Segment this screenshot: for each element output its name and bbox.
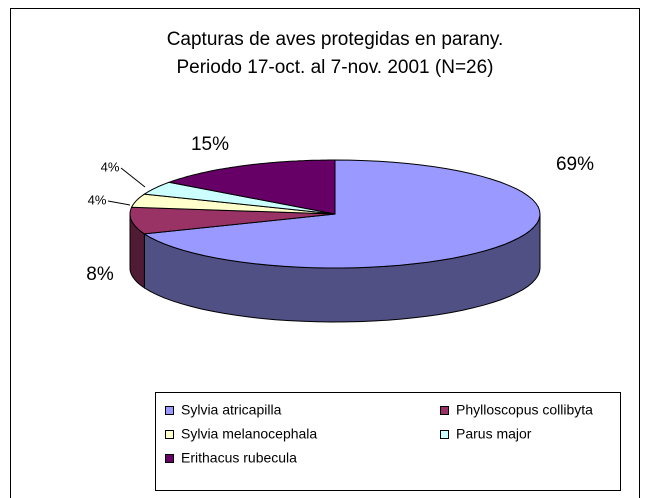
legend-swatch (440, 430, 449, 439)
legend-swatch (440, 406, 449, 415)
leader-line (107, 200, 131, 206)
chart-title: Capturas de aves protegidas en parany. (167, 29, 504, 50)
legend-label: Erithacus rubecula (181, 450, 297, 466)
legend-swatch (165, 430, 174, 439)
data-label: 8% (86, 264, 114, 285)
legend-label: Phylloscopus collibyta (456, 402, 593, 418)
pie-slice (142, 181, 336, 215)
leader-line (120, 167, 146, 188)
legend-swatch (165, 406, 174, 415)
data-label: 69% (556, 154, 594, 175)
data-label: 15% (191, 134, 229, 155)
legend-label: Sylvia melanocephala (181, 426, 317, 442)
pie-slice (129, 206, 336, 235)
legend-box (155, 392, 621, 491)
chart-title: Periodo 17-oct. al 7-nov. 2001 (N=26) (176, 57, 493, 78)
legend-label: Parus major (456, 426, 532, 442)
legend-label: Sylvia atricapilla (181, 402, 282, 418)
data-label: 4% (88, 192, 107, 207)
pie-slice (167, 159, 336, 215)
data-label: 4% (101, 159, 120, 174)
legend-swatch (165, 454, 174, 463)
pie-slice (142, 159, 541, 269)
